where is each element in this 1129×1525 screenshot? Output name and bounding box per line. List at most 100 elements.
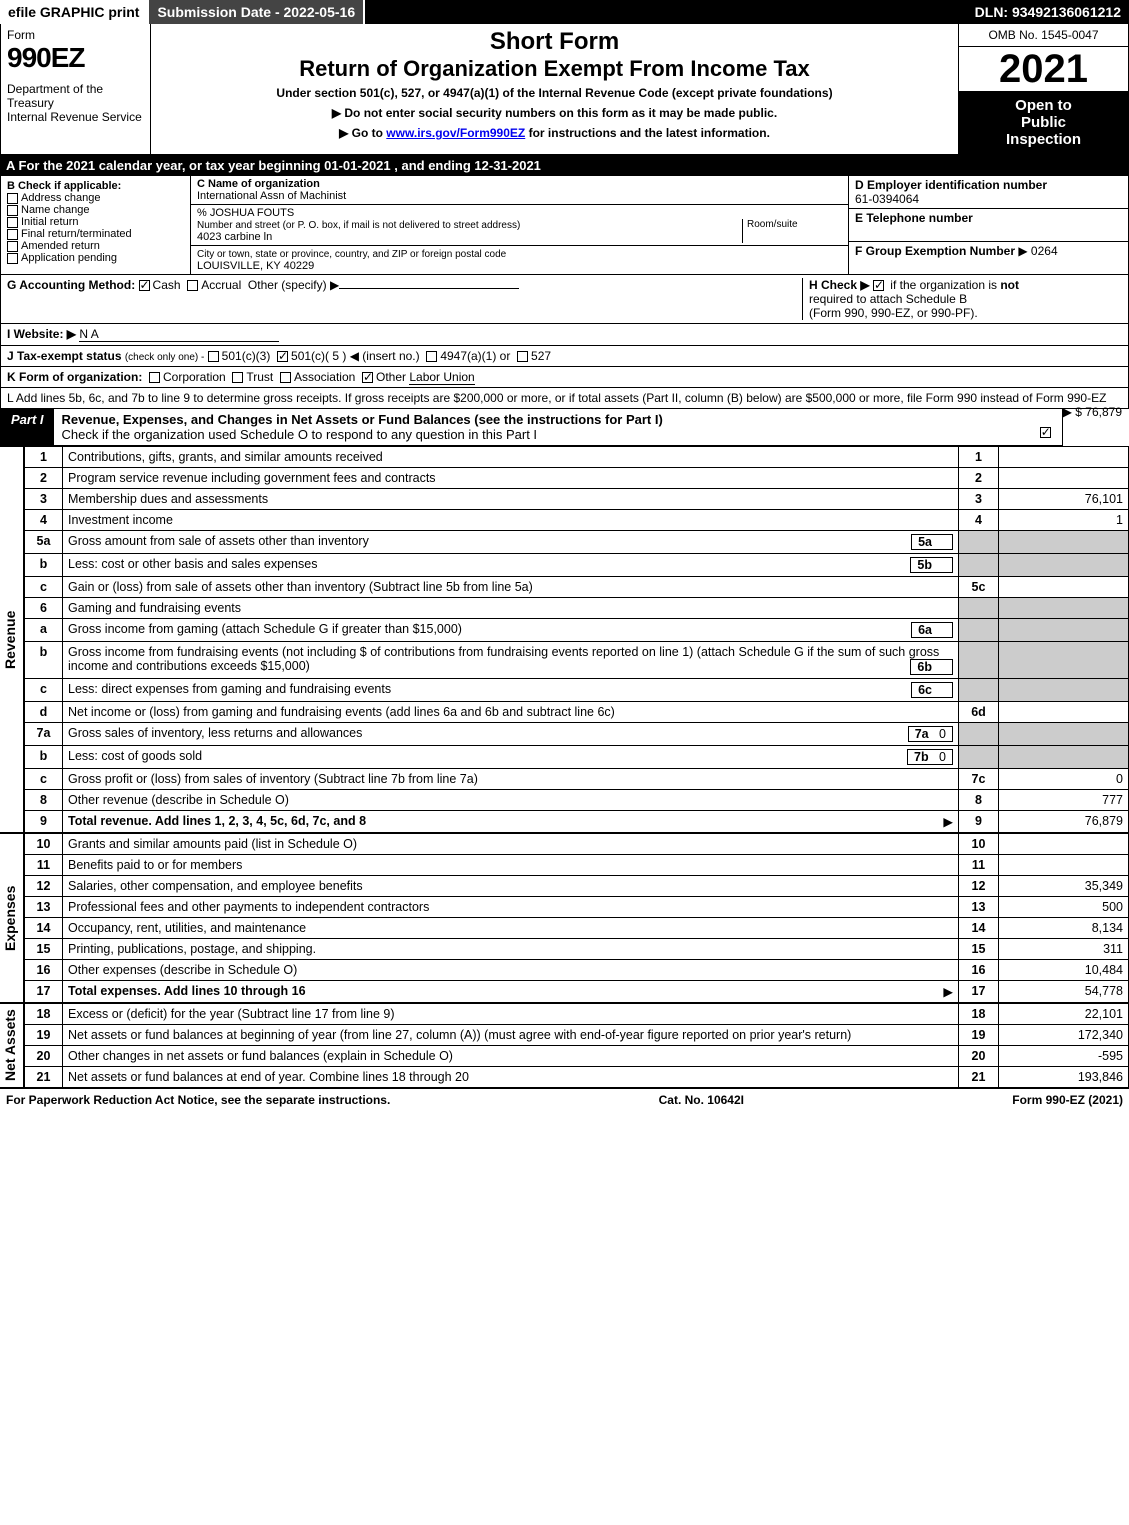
l7b-text: Less: cost of goods sold <box>68 749 202 763</box>
form-number: 990EZ <box>7 42 144 74</box>
ein-value: 61-0394064 <box>855 192 919 206</box>
h-label: H Check ▶ <box>809 278 870 292</box>
d-block: D Employer identification number 61-0394… <box>849 176 1128 209</box>
form-header: Form 990EZ Department of the Treasury In… <box>0 24 1129 155</box>
line-19: 19Net assets or fund balances at beginni… <box>25 1025 1129 1046</box>
netassets-section: Net Assets 18Excess or (deficit) for the… <box>0 1003 1129 1088</box>
h-block: H Check ▶ if the organization is not req… <box>802 278 1122 320</box>
irs-link[interactable]: www.irs.gov/Form990EZ <box>386 126 525 140</box>
k-other: Other <box>376 370 406 384</box>
h-not: not <box>1000 278 1019 292</box>
line-14: 14Occupancy, rent, utilities, and mainte… <box>25 918 1129 939</box>
top-bar: efile GRAPHIC print Submission Date - 20… <box>0 0 1129 24</box>
b-opt-final[interactable]: Final return/terminated <box>7 228 184 240</box>
line-18: 18Excess or (deficit) for the year (Subt… <box>25 1004 1129 1025</box>
e-label: E Telephone number <box>855 211 973 225</box>
part-i-title: Revenue, Expenses, and Changes in Net As… <box>62 412 663 427</box>
line-15: 15Printing, publications, postage, and s… <box>25 939 1129 960</box>
line-6a: aGross income from gaming (attach Schedu… <box>25 619 1129 642</box>
checkbox-trust[interactable] <box>232 372 243 383</box>
c-city-block: City or town, state or province, country… <box>191 246 848 274</box>
open-line2: Public <box>963 114 1124 131</box>
footer-right-form: 990-EZ <box>1046 1093 1085 1107</box>
group-exemption: ▶ 0264 <box>1018 244 1057 258</box>
dept-line1: Department of the Treasury <box>7 82 144 110</box>
checkbox-527[interactable] <box>517 351 528 362</box>
l5b-sn: 5b <box>917 558 932 572</box>
checkbox-icon[interactable] <box>7 253 18 264</box>
form-word: Form <box>7 28 144 42</box>
l6c-sn: 6c <box>918 683 932 697</box>
dept-line2: Internal Revenue Service <box>7 110 144 124</box>
checkbox-icon[interactable] <box>7 229 18 240</box>
instruction-2: ▶ Go to www.irs.gov/Form990EZ for instru… <box>159 126 950 140</box>
line-5c: cGain or (loss) from sale of assets othe… <box>25 577 1129 598</box>
efile-label[interactable]: efile GRAPHIC print <box>0 0 149 24</box>
line-20: 20Other changes in net assets or fund ba… <box>25 1046 1129 1067</box>
main-title: Return of Organization Exempt From Incom… <box>159 56 950 82</box>
b-opt-address[interactable]: Address change <box>7 192 184 204</box>
h-text3: (Form 990, 990-EZ, or 990-PF). <box>809 306 978 320</box>
checkbox-assoc[interactable] <box>280 372 291 383</box>
j-o2: 501(c)( 5 ) ◀ (insert no.) <box>291 349 420 363</box>
section-a: A For the 2021 calendar year, or tax yea… <box>0 155 1129 176</box>
col-de: D Employer identification number 61-0394… <box>848 176 1128 274</box>
b-opt-pending[interactable]: Application pending <box>7 252 184 264</box>
checkbox-corp[interactable] <box>149 372 160 383</box>
line-4: 4Investment income41 <box>25 510 1129 531</box>
part-i-header: Part I Revenue, Expenses, and Changes in… <box>0 409 1063 446</box>
checkbox-icon[interactable] <box>7 193 18 204</box>
b-opt-initial[interactable]: Initial return <box>7 216 184 228</box>
line-17: 17Total expenses. Add lines 10 through 1… <box>25 981 1129 1003</box>
other-specify-field[interactable] <box>339 288 519 289</box>
open-line1: Open to <box>963 97 1124 114</box>
header-center: Short Form Return of Organization Exempt… <box>151 24 958 154</box>
checkbox-4947[interactable] <box>426 351 437 362</box>
footer-right: Form 990-EZ (2021) <box>1012 1093 1123 1107</box>
line-3: 3Membership dues and assessments376,101 <box>25 489 1129 510</box>
line-7a: 7aGross sales of inventory, less returns… <box>25 723 1129 746</box>
line-gh: G Accounting Method: Cash Accrual Other … <box>0 275 1129 324</box>
b-opt-amended[interactable]: Amended return <box>7 240 184 252</box>
line-6: 6Gaming and fundraising events <box>25 598 1129 619</box>
line-6c: cLess: direct expenses from gaming and f… <box>25 679 1129 702</box>
b-opt-name[interactable]: Name change <box>7 204 184 216</box>
k-corp: Corporation <box>163 370 226 384</box>
checkbox-h[interactable] <box>873 280 884 291</box>
header-right: OMB No. 1545-0047 2021 Open to Public In… <box>958 24 1128 154</box>
instr2-post: for instructions and the latest informat… <box>525 126 770 140</box>
f-label: F Group Exemption Number <box>855 244 1015 258</box>
checkbox-other[interactable] <box>362 372 373 383</box>
checkbox-icon[interactable] <box>7 217 18 228</box>
expenses-vlabel: Expenses <box>0 833 24 1003</box>
checkbox-501c[interactable] <box>277 351 288 362</box>
checkbox-schedule-o[interactable] <box>1040 427 1051 438</box>
l7b-sa: 0 <box>939 750 946 764</box>
j-o1: 501(c)(3) <box>222 349 271 363</box>
k-label: K Form of organization: <box>7 370 142 384</box>
netassets-vlabel: Net Assets <box>0 1003 24 1088</box>
checkbox-cash[interactable] <box>139 280 150 291</box>
subtitle: Under section 501(c), 527, or 4947(a)(1)… <box>159 86 950 100</box>
checkbox-accrual[interactable] <box>187 280 198 291</box>
checkbox-icon[interactable] <box>7 241 18 252</box>
c-street-block: % JOSHUA FOUTS Number and street (or P. … <box>191 205 848 246</box>
submission-date: Submission Date - 2022-05-16 <box>149 0 365 24</box>
street-value: 4023 carbine ln <box>197 231 272 243</box>
l9-text: Total revenue. Add lines 1, 2, 3, 4, 5c,… <box>68 814 366 828</box>
j-o4: 527 <box>531 349 551 363</box>
l6b-sn: 6b <box>917 660 932 674</box>
g-label: G Accounting Method: <box>7 278 135 292</box>
g-cash: Cash <box>153 278 181 292</box>
expenses-table: 10Grants and similar amounts paid (list … <box>24 833 1129 1003</box>
b-opt-label: Final return/terminated <box>21 228 132 240</box>
checkbox-501c3[interactable] <box>208 351 219 362</box>
topbar-spacer <box>365 0 967 24</box>
j-note: (check only one) - <box>125 352 204 363</box>
k-trust: Trust <box>246 370 273 384</box>
line-8: 8Other revenue (describe in Schedule O)8… <box>25 790 1129 811</box>
line-k: K Form of organization: Corporation Trus… <box>0 367 1129 388</box>
checkbox-icon[interactable] <box>7 205 18 216</box>
netassets-table: 18Excess or (deficit) for the year (Subt… <box>24 1003 1129 1088</box>
line-10: 10Grants and similar amounts paid (list … <box>25 834 1129 855</box>
